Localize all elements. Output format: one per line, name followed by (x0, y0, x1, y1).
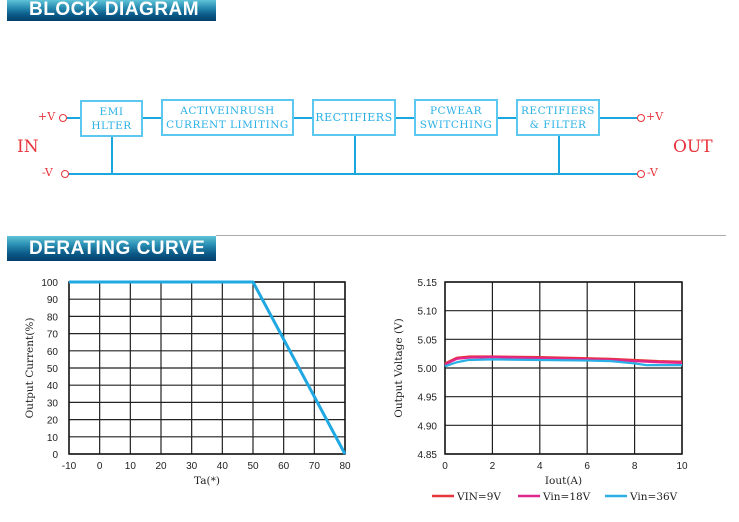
derating-xtick-label: 50 (247, 461, 259, 472)
regulation-ytick-label: 4.85 (418, 450, 438, 461)
block-line1: PCWEAR (429, 104, 483, 117)
regulation-xtick-label: 8 (632, 461, 638, 472)
regulation-xtick-label: 6 (584, 461, 590, 472)
output-minus-terminal (637, 170, 645, 178)
regulation-xlabel: Iout(A) (545, 475, 582, 487)
derating-xtick-label: 30 (186, 461, 198, 472)
block-line1: RECTIFIERS (521, 104, 595, 117)
derating-ylabel: Output Current(%) (24, 318, 36, 419)
block-line1: RECTIFIERS (315, 110, 393, 124)
derating-ytick-label: 40 (47, 381, 59, 392)
input-minus-terminal (61, 170, 69, 178)
derating-ytick-label: 100 (41, 278, 58, 289)
legend-label: Vin=36V (629, 491, 678, 503)
derating-xtick-label: 0 (97, 461, 103, 472)
derating-ytick-label: 50 (47, 364, 59, 375)
derating-ytick-label: 30 (47, 398, 59, 409)
regulation-ylabel: Output Voltage (V) (393, 318, 405, 417)
derating-series-line (69, 280, 347, 455)
regulation-xtick-label: 0 (442, 461, 448, 472)
block-line2: & FILTER (529, 118, 587, 131)
legend-label: VIN=9V (456, 491, 501, 503)
block-line1: ACTIVEINRUSH (180, 104, 275, 117)
regulation-ytick-label: 5.00 (418, 364, 438, 375)
derating-xtick-label: 60 (278, 461, 290, 472)
input-minus-label: -V (42, 166, 53, 179)
bottom-wire (66, 173, 638, 175)
block-line1: EMI (99, 105, 124, 118)
block-rectifiers: RECTIFIERS (312, 99, 396, 136)
ground-tap-emi (111, 137, 113, 173)
input-plus-terminal (59, 114, 67, 122)
section-divider (216, 235, 726, 236)
regulation-xtick-label: 4 (537, 461, 543, 472)
regulation-series-line (444, 355, 683, 365)
derating-xtick-label: 80 (339, 461, 351, 472)
block-inrush-limiting: ACTIVEINRUSH CURRENT LIMITING (161, 99, 294, 136)
regulation-xtick-label: 10 (676, 461, 688, 472)
derating-ytick-label: 90 (47, 295, 59, 306)
regulation-series-line (444, 358, 682, 368)
input-label: IN (17, 137, 39, 157)
output-minus-label: -V (647, 166, 658, 179)
regulation-ytick-label: 5.10 (418, 307, 438, 318)
derating-xtick-label: 40 (217, 461, 229, 472)
derating-ytick-label: 60 (47, 347, 59, 358)
block-line2: SWITCHING (419, 118, 493, 131)
derating-ytick-label: 10 (47, 433, 59, 444)
ground-tap-output-filter (558, 136, 560, 173)
derating-xtick-label: 10 (125, 461, 137, 472)
regulation-xtick-label: 2 (490, 461, 496, 472)
regulation-ytick-label: 4.95 (418, 393, 438, 404)
block-rectifiers-filter: RECTIFIERS & FILTER (516, 99, 600, 136)
derating-ytick-label: 80 (47, 312, 59, 323)
derating-xtick-label: 70 (309, 461, 321, 472)
regulation-plot-frame (444, 281, 683, 455)
legend-label: Vin=18V (542, 491, 591, 503)
derating-ytick-label: 20 (47, 416, 59, 427)
regulation-series-line (444, 356, 683, 366)
input-plus-label: +V (38, 110, 56, 123)
ground-tap-rectifiers (354, 136, 356, 173)
output-plus-label: +V (646, 110, 664, 123)
block-line2: CURRENT LIMITING (166, 118, 289, 131)
block-pwm-switching: PCWEAR SWITCHING (414, 99, 498, 136)
block-diagram-header: BLOCK DIAGRAM (7, 0, 216, 21)
derating-curve-header: DERATING CURVE (7, 236, 216, 261)
derating-xlabel: Ta(*) (194, 475, 220, 487)
output-plus-terminal (637, 114, 645, 122)
derating-xtick-label: -10 (62, 461, 77, 472)
block-line2: HLTER (91, 119, 132, 132)
regulation-ytick-label: 5.15 (418, 278, 438, 289)
output-label: OUT (673, 137, 713, 157)
derating-ytick-label: 70 (47, 330, 59, 341)
block-emi-filter: EMI HLTER (80, 100, 143, 137)
derating-xtick-label: 20 (155, 461, 167, 472)
regulation-ytick-label: 4.90 (418, 421, 438, 432)
derating-ytick-label: 0 (52, 450, 58, 461)
regulation-ytick-label: 5.05 (418, 335, 438, 346)
